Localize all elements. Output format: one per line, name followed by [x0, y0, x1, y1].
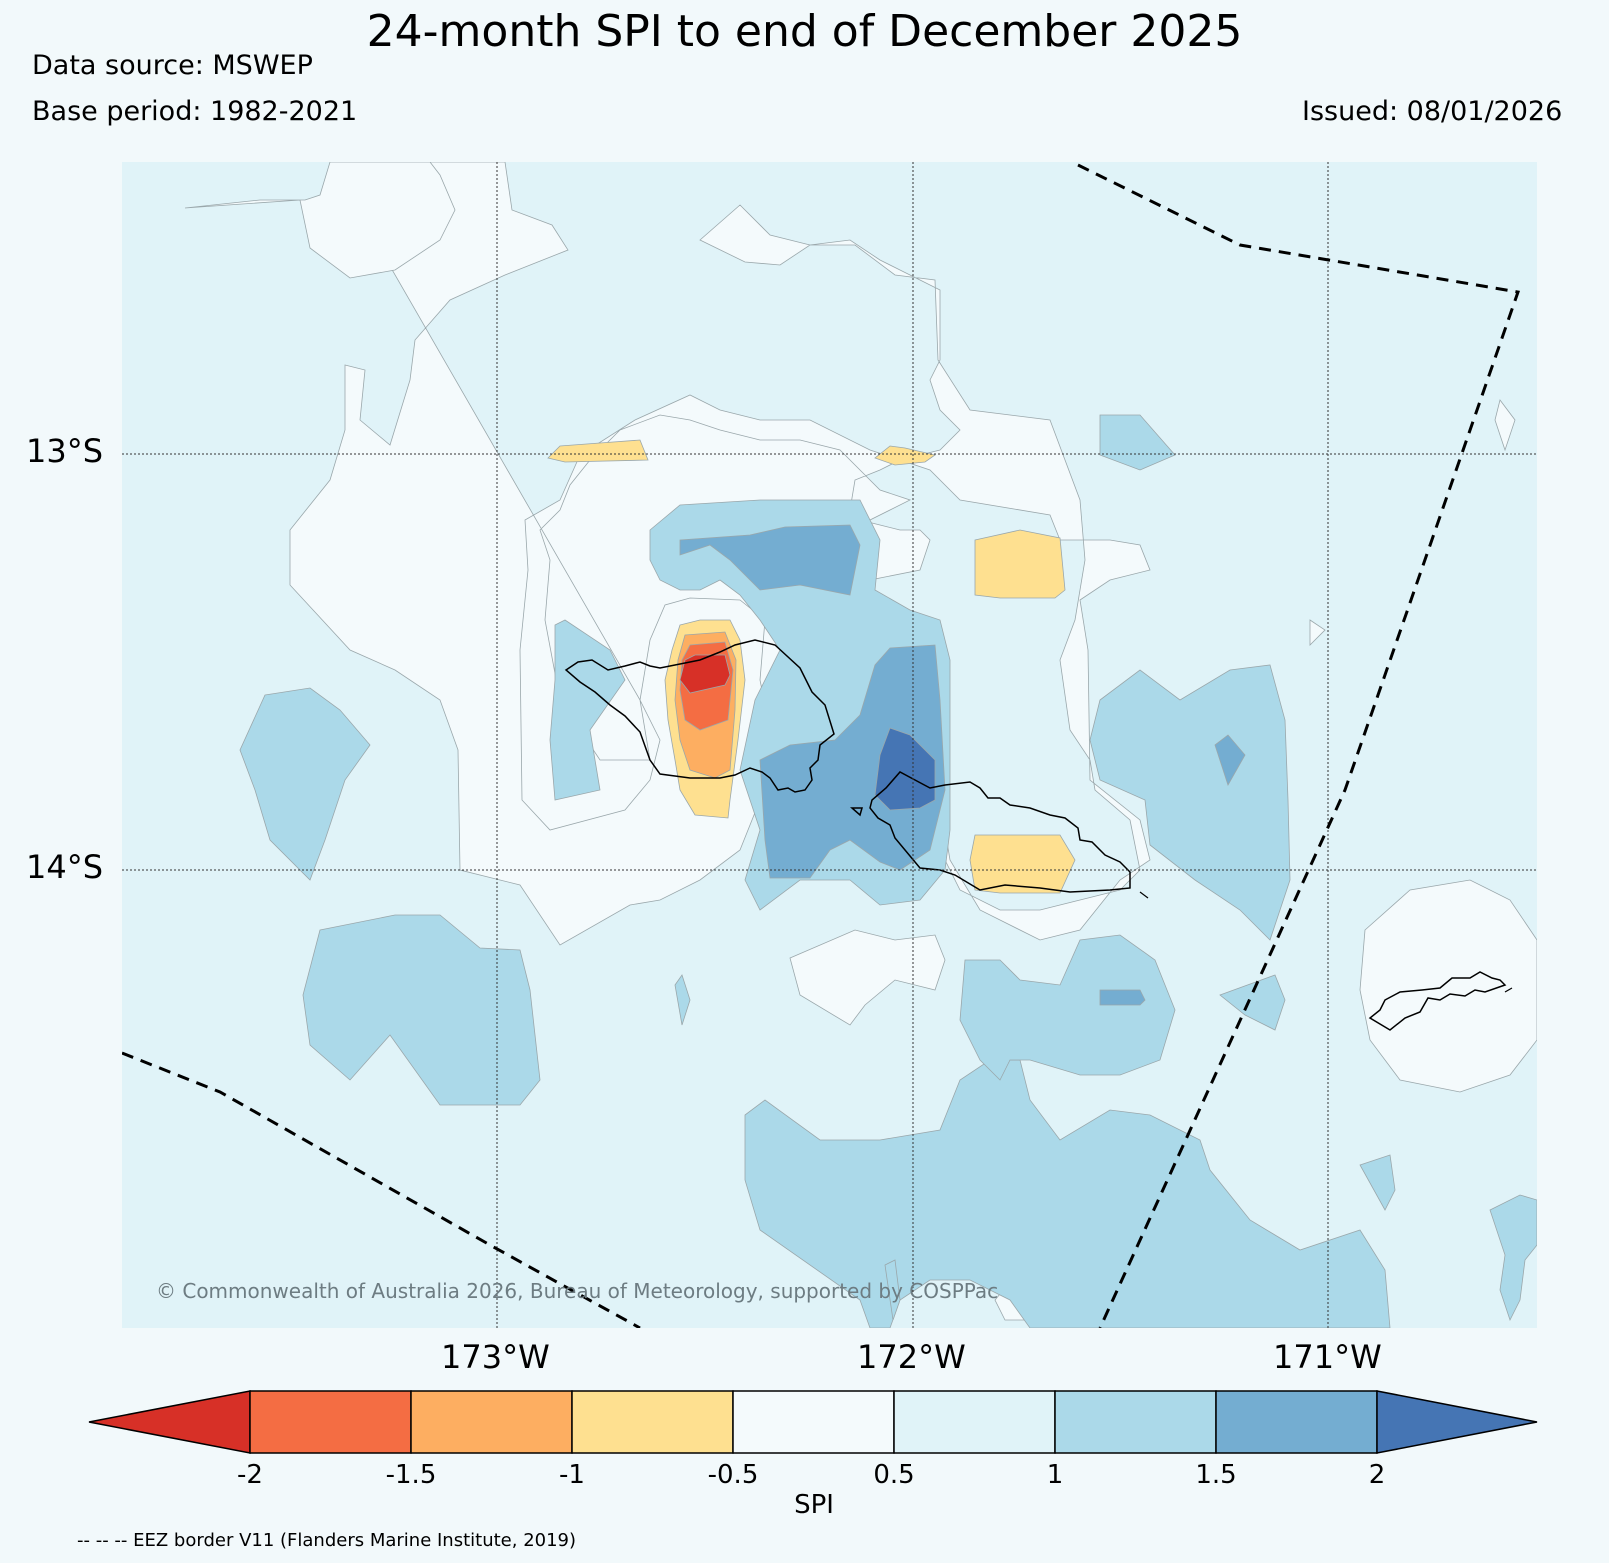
upolu-coastline — [869, 771, 1131, 893]
base-period: Base period: 1982-2021 — [32, 96, 358, 127]
spi-dry-region — [547, 439, 649, 463]
lon-tick-label: 172°W — [857, 1338, 966, 1376]
spi-wet-region — [549, 619, 626, 801]
savaii-coastline — [564, 639, 835, 793]
colorbar-segment — [893, 1390, 1056, 1454]
spi-wet-region — [744, 1059, 1391, 1328]
spi-near-normal-region — [1309, 619, 1326, 646]
spi-wet-region — [1219, 974, 1286, 1031]
eez-footnote: -- -- -- EEZ border V11 (Flanders Marine… — [77, 1530, 577, 1551]
spi-wet-region — [884, 1259, 901, 1321]
colorbar-segment — [410, 1390, 573, 1454]
colorbar-segment — [1215, 1390, 1378, 1454]
colorbar-tick-label: -0.5 — [707, 1460, 759, 1490]
data-source: Data source: MSWEP — [32, 50, 313, 81]
spi-wet-region — [1089, 664, 1291, 941]
spi-extremely-dry-region — [679, 654, 731, 694]
manono-island-coastline — [850, 807, 863, 817]
spi-wet-region — [674, 974, 691, 1026]
spi-wet-region — [1099, 414, 1176, 471]
colorbar-tick-label: 0.5 — [873, 1460, 915, 1490]
colorbar-tick-label: -2 — [237, 1460, 263, 1490]
eez-border — [122, 1051, 641, 1328]
spi-very-wet-region — [1099, 989, 1146, 1006]
lon-tick-label: 173°W — [441, 1338, 550, 1376]
colorbar-title: SPI — [794, 1490, 834, 1520]
upolu-coastline — [1139, 891, 1149, 899]
spi-dry-region — [874, 445, 936, 466]
colorbar-segment — [732, 1390, 895, 1454]
spi-dry-region — [974, 529, 1066, 599]
spi-dry-region — [969, 834, 1076, 894]
spi-extremely-wet-region — [874, 727, 936, 811]
spi-very-wet-region — [679, 524, 861, 596]
lat-tick-label: 14°S — [26, 848, 104, 886]
lat-tick-label: 13°S — [26, 432, 104, 470]
spi-near-normal-region — [1359, 879, 1537, 1093]
colorbar-tick-label: -1.5 — [385, 1460, 437, 1490]
spi-very-wet-region — [759, 644, 946, 879]
colorbar-segment — [571, 1390, 734, 1454]
colorbar-segment — [88, 1390, 251, 1454]
spi-near-normal-region — [789, 929, 946, 1026]
eez-border — [1077, 163, 1520, 1328]
spi-near-normal-region — [1494, 399, 1516, 452]
lon-tick-label: 171°W — [1273, 1338, 1382, 1376]
spi-very-wet-region — [1214, 734, 1246, 786]
colorbar-tick-label: 1.5 — [1195, 1460, 1237, 1490]
colorbar-tick-label: 2 — [1368, 1460, 1386, 1490]
tutuila-coastline — [1368, 971, 1507, 1031]
spi-wet-region — [959, 934, 1176, 1081]
spi-wet-region — [1359, 1154, 1396, 1211]
colorbar-tick-label: 1 — [1046, 1460, 1064, 1490]
colorbar-tick-label: -1 — [559, 1460, 585, 1490]
colorbar-segment — [1376, 1390, 1538, 1454]
spi-wet-region — [239, 687, 371, 881]
colorbar-segment — [249, 1390, 412, 1454]
tutuila-coastline — [1504, 987, 1513, 993]
map-title: 24-month SPI to end of December 2025 — [366, 6, 1243, 57]
spi-near-normal-region — [184, 162, 456, 279]
spi-wet-region — [302, 914, 541, 1106]
colorbar-segment — [1054, 1390, 1217, 1454]
issued-date: Issued: 08/01/2026 — [1302, 96, 1563, 127]
copyright-notice: © Commonwealth of Australia 2026, Bureau… — [156, 1279, 998, 1303]
spi-wet-region — [1489, 1194, 1537, 1322]
